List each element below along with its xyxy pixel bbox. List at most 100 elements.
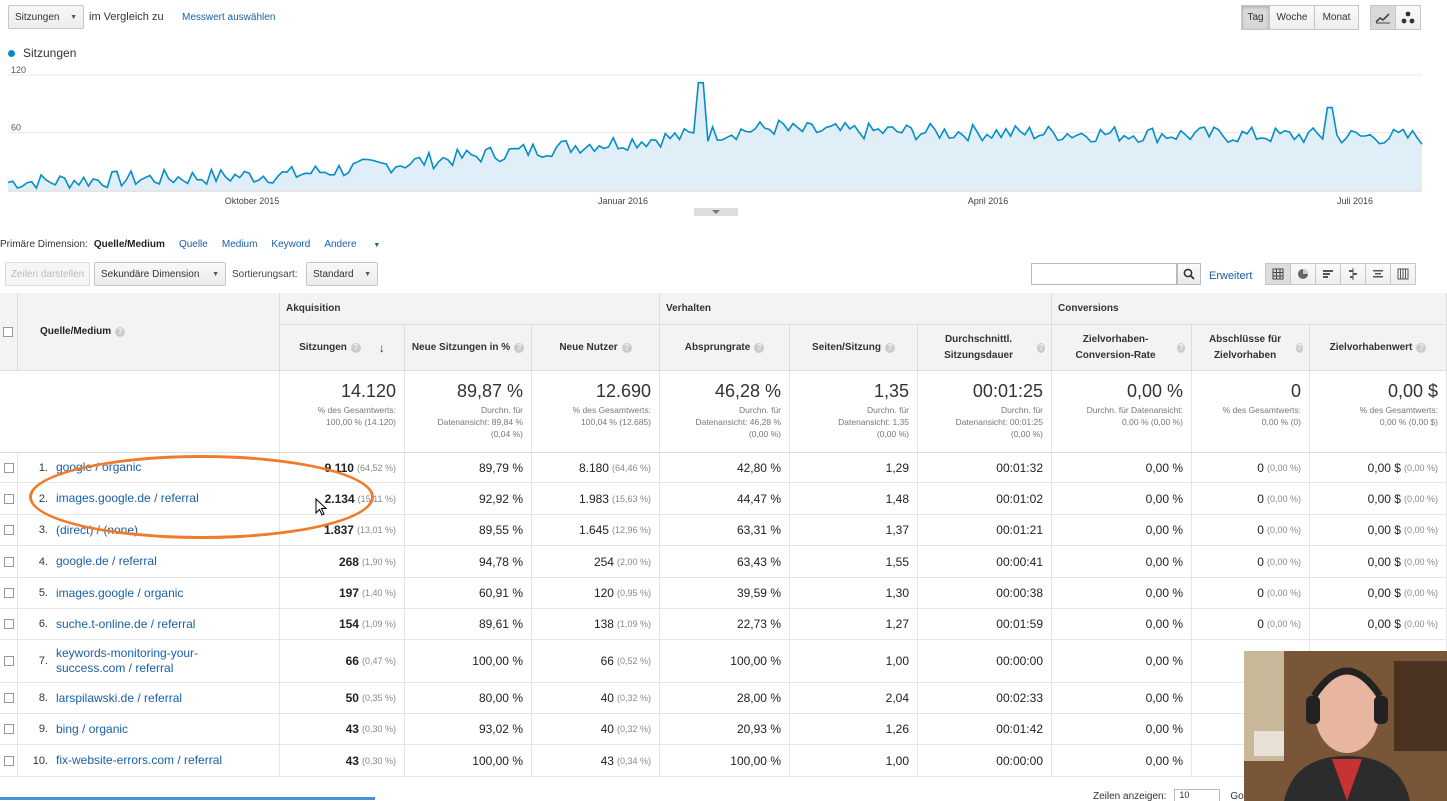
rows-per-page-select[interactable]: 10 — [1174, 789, 1221, 801]
summary-cell: 0,00 $ % des Gesamtwerts: 0,00 % (0,00 $) — [1310, 371, 1447, 453]
row-checkbox[interactable] — [3, 493, 14, 504]
video-progress-bar — [0, 797, 375, 800]
metric-value: 0 — [1257, 617, 1264, 631]
row-checkbox[interactable] — [3, 525, 14, 535]
metric-percent: (0,00 %) — [1266, 462, 1301, 473]
advanced-filter-link[interactable]: Erweitert — [1209, 270, 1253, 282]
goto-label[interactable]: Go — [1230, 790, 1244, 801]
row-checkbox[interactable] — [3, 656, 14, 666]
row-checkbox[interactable] — [3, 462, 14, 473]
metric-value: 0,00 % — [1145, 460, 1183, 475]
help-icon: ? — [884, 342, 895, 353]
dimension-keyword-link[interactable]: Keyword — [271, 239, 311, 250]
column-header-0[interactable]: Sitzungen? ↓ — [280, 325, 405, 371]
metric-value: 0,00 $ — [1367, 617, 1401, 631]
metric-value: 89,61 % — [478, 617, 523, 631]
help-icon: ? — [1296, 342, 1303, 353]
source-medium-link[interactable]: suche.t-online.de / referral — [56, 616, 196, 631]
column-header-8[interactable]: Zielvorhabenwert? — [1310, 325, 1447, 371]
metric-value: 00:01:21 — [996, 523, 1043, 537]
metric-value: 0,00 % — [1145, 554, 1183, 569]
dimension-source-link[interactable]: Quelle — [178, 239, 208, 250]
chart-legend: Sitzungen — [8, 46, 76, 60]
term-cloud-view-icon[interactable] — [1365, 263, 1391, 285]
source-medium-link[interactable]: keywords-monitoring-your-success.com / r… — [56, 646, 199, 675]
metric-cell: 0,00 % — [1052, 683, 1192, 713]
metric-cell: 60,91 % — [405, 578, 532, 608]
row-checkbox[interactable] — [3, 755, 14, 766]
source-medium-header[interactable]: Quelle/Medium? — [18, 293, 280, 371]
sort-type-select[interactable]: Standard ▼ — [306, 262, 378, 286]
chevron-down-icon — [712, 210, 720, 214]
column-header-7[interactable]: Abschlüsse für Zielvorhaben? — [1192, 325, 1310, 371]
metric-value: 2,04 — [885, 691, 909, 705]
select-all-header — [0, 293, 18, 371]
source-medium-header-label: Quelle/Medium — [40, 326, 112, 337]
summary-value: 14.120 — [340, 381, 396, 401]
row-checkbox[interactable] — [3, 619, 14, 629]
secondary-dimension-select[interactable]: Sekundäre Dimension ▼ — [94, 262, 226, 286]
metric-cell: 100,00 % — [660, 640, 790, 682]
period-day-button[interactable]: Tag — [1241, 5, 1270, 30]
metric-value: 138 — [593, 617, 614, 631]
metric-cell: 0,00 $(0,00 %) — [1310, 483, 1447, 514]
metric-percent: (0,95 %) — [616, 588, 651, 598]
summary-value: 00:01:25 — [972, 381, 1043, 401]
webcam-overlay — [1244, 651, 1447, 801]
source-medium-link[interactable]: bing / organic — [56, 721, 129, 736]
metric-value: 00:00:00 — [996, 654, 1043, 668]
metric-cell: 0(0,00 %) — [1192, 483, 1310, 514]
period-month-button[interactable]: Monat — [1314, 5, 1359, 30]
metric-value: 40 — [600, 691, 614, 705]
dimension-current: Quelle/Medium — [93, 239, 165, 250]
column-header-label: Durchschnittl. Sitzungsdauer — [944, 333, 1014, 361]
chevron-down-icon: ▼ — [212, 270, 219, 278]
column-header-3[interactable]: Absprungrate? — [660, 325, 790, 371]
column-header-6[interactable]: Zielvorhaben-Conversion-Rate? — [1052, 325, 1192, 371]
metric-cell: 0,00 % — [1052, 640, 1192, 682]
metric-cell: 268 (1,90 %) — [280, 546, 405, 577]
column-header-label: Abschlüsse für Zielvorhaben — [1208, 333, 1282, 361]
metric-value: 94,78 % — [478, 554, 523, 569]
row-checkbox[interactable] — [3, 724, 14, 734]
comparison-view-icon[interactable] — [1340, 263, 1366, 285]
summary-subtext-line: % des Gesamtwerts: — [1359, 405, 1438, 415]
column-header-1[interactable]: Neue Sitzungen in %? — [405, 325, 532, 371]
metric-cell: 43 (0,30 %) — [280, 745, 405, 776]
metric-cell: 0(0,00 %) — [1192, 546, 1310, 577]
table-search-input[interactable] — [1031, 263, 1177, 285]
column-header-2[interactable]: Neue Nutzer? — [532, 325, 660, 371]
secondary-dimension-label: Sekundäre Dimension — [101, 268, 200, 280]
summary-cell: 1,35 Durchn. für Datenansicht: 1,35 (0,00 %… — [790, 371, 918, 453]
column-header-label: Absprungrate — [684, 341, 751, 353]
metric-select[interactable]: Sitzungen ▼ — [8, 5, 84, 29]
metric-value: 0,00 $ — [1367, 523, 1401, 537]
row-checkbox[interactable] — [3, 588, 14, 598]
performance-view-icon[interactable] — [1315, 263, 1341, 285]
period-week-button[interactable]: Woche — [1269, 5, 1315, 30]
row-checkbox-cell — [0, 714, 18, 744]
metric-cell: 00:01:21 — [918, 515, 1052, 545]
plot-rows-button[interactable]: Zeilen darstellen — [5, 262, 90, 286]
column-header-4[interactable]: Seiten/Sitzung? — [790, 325, 918, 371]
metric-value: 43 — [345, 753, 359, 768]
table-view-icon[interactable] — [1265, 263, 1291, 285]
pivot-view-icon[interactable] — [1390, 263, 1416, 285]
motion-chart-icon[interactable] — [1395, 5, 1421, 30]
metric-percent: (2,00 %) — [616, 556, 651, 567]
row-checkbox[interactable] — [3, 556, 14, 567]
source-medium-link[interactable]: images.google / organic — [56, 585, 184, 600]
column-header-5[interactable]: Durchschnittl. Sitzungsdauer? — [918, 325, 1052, 371]
source-medium-link[interactable]: fix-website-errors.com / referral — [56, 753, 223, 767]
select-metric-link[interactable]: Messwert auswählen — [182, 12, 276, 23]
pie-view-icon[interactable] — [1290, 263, 1316, 285]
search-button[interactable] — [1177, 263, 1201, 285]
select-all-checkbox[interactable] — [3, 327, 13, 337]
row-checkbox[interactable] — [3, 693, 14, 703]
chevron-down-icon: ▼ — [70, 13, 77, 21]
dimension-medium-link[interactable]: Medium — [221, 239, 258, 250]
source-medium-link[interactable]: google.de / referral — [56, 554, 157, 568]
dimension-more-dropdown[interactable]: Andere ▼ — [324, 239, 394, 250]
line-chart-icon[interactable] — [1370, 5, 1396, 30]
source-medium-link[interactable]: larspilawski.de / referral — [56, 690, 183, 705]
